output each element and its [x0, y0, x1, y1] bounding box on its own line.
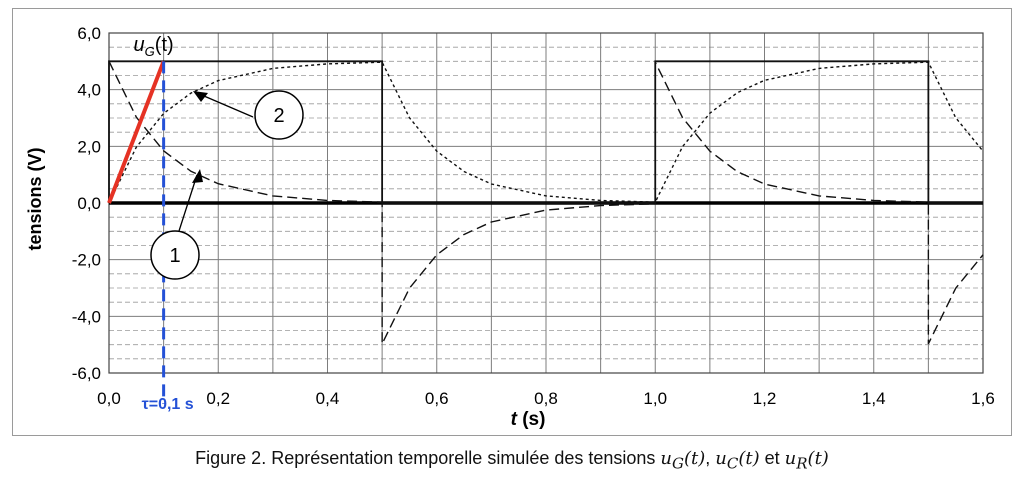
x-axis-label: t (s)	[511, 409, 546, 430]
y-tick-label: -2,0	[72, 251, 101, 270]
tension-chart: 6,0 4,0 2,0 0,0 -2,0 -4,0 -6,0 0,0 0,2 0,4 0,6 0,8 1…	[25, 24, 995, 430]
callout-2-arrowhead	[193, 91, 208, 102]
caption-separator: ,	[705, 448, 716, 468]
callout-1-arrowhead	[192, 169, 203, 183]
series-line-dotted	[108, 61, 984, 204]
callout-2-number: 2	[273, 105, 284, 127]
x-tick-label: 1,0	[643, 389, 667, 408]
caption-ur-symbol: u	[784, 448, 797, 469]
caption-ur-argument: (t)	[807, 448, 829, 469]
callout-1-number: 1	[169, 245, 180, 267]
x-tick-label: 1,6	[971, 389, 995, 408]
ug-label: uG(t)	[134, 34, 174, 59]
series	[108, 60, 984, 345]
tangent-line	[107, 60, 166, 204]
caption-ug-symbol: u	[660, 448, 672, 469]
tau-label: τ=0,1 s	[142, 396, 194, 413]
annotations: τ=0,1 s uG(t) 2 1	[107, 34, 304, 413]
x-tick-label: 0,6	[425, 389, 449, 408]
y-axis-label: tensions (V)	[25, 147, 45, 250]
caption-text: Figure 2. Représentation temporelle simu…	[195, 448, 661, 468]
callout-2-circle	[254, 90, 304, 140]
x-axis-unit: (s)	[522, 409, 545, 430]
caption-uc-subscript: C	[726, 454, 739, 473]
caption-uc-symbol: u	[715, 448, 727, 469]
figure-caption: Figure 2. Représentation temporelle simu…	[0, 448, 1024, 473]
caption-uc-argument: (t)	[738, 448, 760, 469]
y-tick-label: 6,0	[77, 24, 101, 43]
tick-labels: 6,0 4,0 2,0 0,0 -2,0 -4,0 -6,0 0,0 0,2 0,4 0,6 0,8 1…	[72, 24, 995, 408]
x-tick-label: 0,0	[97, 389, 121, 408]
grid	[108, 32, 984, 374]
y-tick-label: -4,0	[72, 307, 101, 326]
caption-conjunction: et	[759, 448, 785, 468]
chart-frame: 6,0 4,0 2,0 0,0 -2,0 -4,0 -6,0 0,0 0,2 0,4 0,6 0,8 1…	[12, 8, 1012, 436]
caption-ug-subscript: G	[672, 454, 684, 473]
callout-1-circle	[150, 230, 200, 280]
series-line-dashed	[108, 61, 984, 345]
callout-2-leader	[196, 92, 254, 118]
caption-ug-argument: (t)	[683, 448, 706, 469]
callout-1-leader	[178, 174, 198, 232]
y-tick-label: -6,0	[72, 364, 101, 383]
x-tick-label: 0,8	[534, 389, 558, 408]
y-tick-label: 4,0	[77, 81, 101, 100]
y-tick-label: 0,0	[77, 194, 101, 213]
y-tick-label: 2,0	[77, 137, 101, 156]
x-tick-label: 0,2	[206, 389, 230, 408]
caption-ur-subscript: R	[796, 454, 808, 473]
x-tick-label: 1,2	[753, 389, 777, 408]
x-tick-label: 1,4	[862, 389, 886, 408]
x-tick-label: 0,4	[316, 389, 340, 408]
x-axis-variable: t	[511, 409, 518, 430]
